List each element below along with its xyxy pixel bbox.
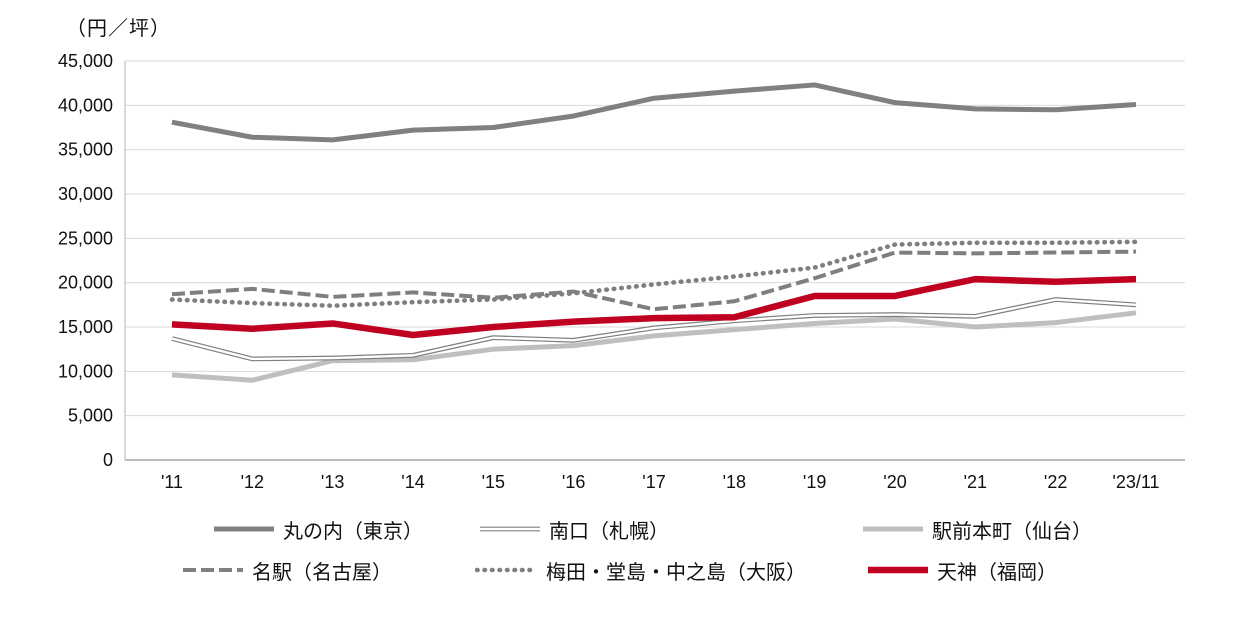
x-tick-label: '17 [642,472,665,492]
legend-label: 名駅（名古屋） [252,561,392,584]
series-line-天神（福岡） [171,275,1137,339]
unit-label: （円／坪） [66,18,171,40]
y-tick-label: 0 [103,450,113,470]
series-line-駅前本町（仙台） [171,310,1137,383]
x-tick-label: '22 [1044,472,1067,492]
y-tick-label: 45,000 [58,51,113,71]
x-tick-label: '12 [241,472,264,492]
y-tick-label: 35,000 [58,140,113,160]
series-line-南口（札幌） [171,297,1137,362]
x-tick-label: '11 [161,472,183,492]
legend-item-minamiguchi-sapporo: 南口（札幌） [478,516,669,543]
y-tick-label: 5,000 [68,406,113,426]
x-tick-label: '14 [401,472,424,492]
y-tick-label: 20,000 [58,273,113,293]
y-tick-label: 10,000 [58,361,113,381]
legend-label: 南口（札幌） [549,520,669,543]
y-tick-label: 15,000 [58,317,113,337]
legend-swatch-dashed-line-icon [181,562,245,578]
y-tick-label: 40,000 [58,95,113,115]
x-tick-label: '20 [883,472,906,492]
y-tick-label: 25,000 [58,228,113,248]
series-line-南口（札幌） [171,298,1137,361]
series-line-名駅（名古屋） [171,249,1137,312]
x-tick-label: '16 [562,472,585,492]
x-tick-label: '23/11 [1112,472,1159,492]
legend-label: 天神（福岡） [937,561,1057,584]
legend-label: 丸の内（東京） [283,520,423,543]
legend-item-meieki-nagoya: 名駅（名古屋） [181,557,392,584]
legend-label: 梅田・堂島・中之島（大阪） [546,561,806,584]
x-tick-label: '19 [803,472,826,492]
legend-label: 駅前本町（仙台） [932,520,1092,543]
legend-item-ekimaehoncho-sendai: 駅前本町（仙台） [861,516,1092,543]
series-line-丸の内（東京） [171,82,1137,143]
x-tick-label: '15 [482,472,505,492]
x-tick-label: '13 [321,472,344,492]
legend-item-tenjin-fukuoka: 天神（福岡） [866,557,1057,584]
x-tick-label: '21 [964,472,987,492]
y-tick-label: 30,000 [58,184,113,204]
legend-swatch-solid-light-line-icon [861,521,925,537]
legend-swatch-solid-dark-line-icon [212,521,276,537]
legend-swatch-double-line-icon [478,521,542,537]
legend-swatch-solid-red-line-icon [866,562,930,578]
x-tick-label: '18 [723,472,746,492]
legend-swatch-dotted-line-icon [475,562,539,578]
series-line-梅田・堂島・中之島（大阪） [169,239,1139,309]
legend-item-umeda-dojima-nakanoshima-osaka: 梅田・堂島・中之島（大阪） [475,557,806,584]
legend-item-marunouchi-tokyo: 丸の内（東京） [212,516,423,543]
